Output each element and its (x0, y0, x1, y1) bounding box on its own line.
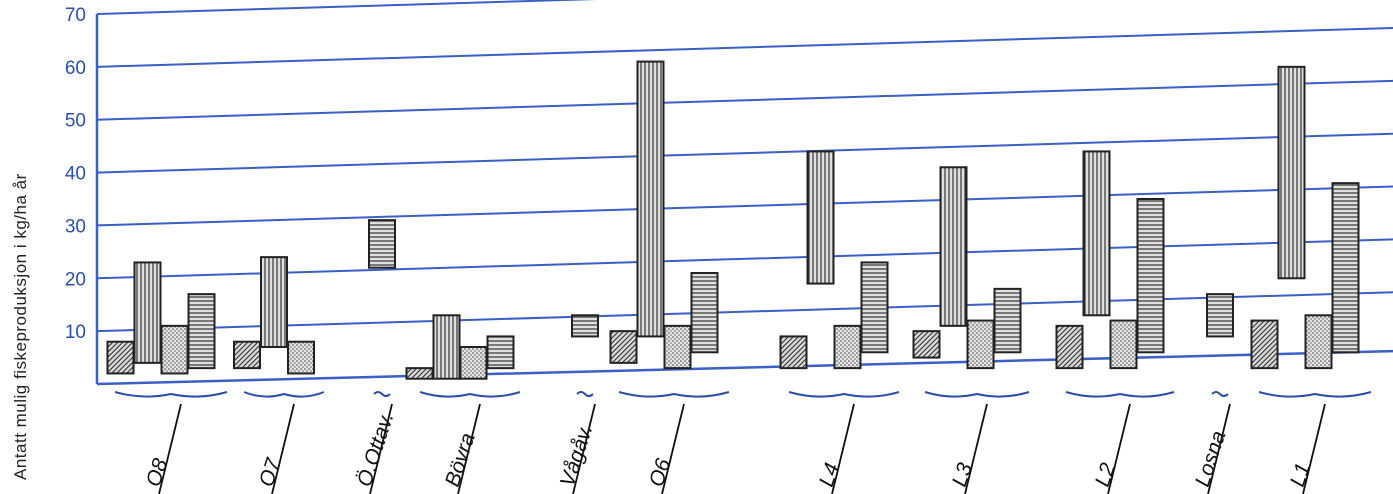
bar-dotted (160, 324, 189, 375)
bar-diagonal (233, 340, 261, 370)
group-brace (419, 391, 521, 398)
y-tick-labels: 10 20 30 40 50 60 70 (65, 5, 86, 343)
gridlines (96, 0, 1393, 386)
bar-horizontal (993, 287, 1022, 354)
group-brace (114, 391, 228, 398)
bar-vertical (1277, 65, 1306, 280)
gridline-20 (96, 238, 1393, 280)
bar-horizontal (486, 335, 515, 370)
group-tilde (373, 391, 391, 397)
bar-group-1 (233, 256, 315, 375)
bar-vertical (939, 166, 968, 327)
label-leader-line (831, 403, 855, 494)
bar-group-8 (1055, 150, 1165, 370)
gridline-40 (96, 132, 1393, 174)
y-tick-label: 60 (65, 58, 86, 79)
bar-horizontal (571, 314, 599, 338)
bar-dotted (1109, 319, 1138, 370)
group-brace (243, 391, 325, 398)
category-label: Losna (1191, 428, 1231, 490)
bars (106, 60, 1360, 380)
bar-diagonal (609, 330, 638, 364)
bar-horizontal (1206, 293, 1234, 338)
group-tilde (1211, 391, 1229, 397)
y-tick-label: 30 (65, 216, 86, 237)
label-leader-line (158, 403, 182, 494)
y-tick-label: 40 (65, 164, 86, 185)
bar-vertical (260, 256, 288, 348)
bar-horizontal (1136, 198, 1165, 354)
bar-group-9 (1206, 293, 1234, 338)
label-leader-line (661, 403, 685, 494)
y-tick-label: 50 (65, 111, 86, 132)
gridline-60 (96, 26, 1393, 68)
label-leader-line (1107, 403, 1131, 494)
group-brace (618, 391, 730, 398)
bar-diagonal (912, 330, 941, 359)
bar-vertical (636, 60, 665, 338)
label-leader-line (1302, 403, 1326, 494)
bar-group-3 (405, 314, 515, 380)
bar-vertical (1082, 150, 1111, 317)
bar-horizontal (187, 293, 216, 370)
bar-dotted (663, 324, 692, 370)
gridline-30 (96, 185, 1393, 227)
bar-horizontal (368, 219, 396, 269)
bar-horizontal (690, 272, 719, 354)
gridline-70 (96, 0, 598, 15)
category-label: Ö.Ottav. (353, 410, 399, 490)
gridline-10 (96, 291, 1393, 333)
category-labels: O8 O7 Ö.Ottav. Bövra Vågåv. O6 L4 L3 L2 Losna L1 (142, 403, 1326, 494)
category-label: Vågåv. (556, 422, 598, 490)
bar-vertical (432, 314, 461, 380)
category-label: Bövra (441, 430, 480, 489)
bar-dotted (287, 340, 315, 375)
bar-group-7 (912, 166, 1022, 370)
bar-group-5 (609, 60, 719, 370)
bar-group-10 (1250, 65, 1360, 370)
bar-dotted (459, 346, 488, 380)
gridline-50 (96, 79, 1393, 121)
bar-group-6 (779, 150, 889, 370)
bar-vertical (133, 261, 162, 364)
x-axis-line (96, 349, 1393, 386)
label-leader-line (572, 403, 596, 494)
group-brace (788, 391, 900, 398)
bar-dotted (966, 319, 995, 370)
group-brace (1065, 391, 1175, 398)
bar-group-0 (106, 261, 216, 375)
y-axis-label: Antatt mulig fiskeproduksjon i kg/ha år (11, 173, 30, 480)
bar-vertical (806, 150, 835, 285)
label-leader-line (964, 403, 988, 494)
group-tilde (576, 391, 594, 397)
bar-diagonal (106, 340, 135, 375)
y-tick-label: 10 (65, 322, 86, 343)
bar-group-2 (368, 219, 396, 269)
label-leader-line (457, 403, 481, 494)
group-braces (114, 391, 1372, 398)
group-brace (924, 391, 1030, 398)
y-tick-label: 70 (65, 5, 86, 26)
label-leader-line (1207, 403, 1231, 494)
label-leader-line (271, 403, 295, 494)
bar-dotted (833, 324, 862, 370)
bar-diagonal (405, 367, 434, 380)
bar-dotted (1304, 314, 1333, 370)
y-tick-label: 20 (65, 269, 86, 290)
bar-diagonal (1250, 319, 1279, 370)
group-brace (1258, 391, 1372, 398)
bar-group-4 (571, 314, 599, 338)
label-leader-line (369, 403, 393, 494)
bar-diagonal (779, 335, 808, 370)
bar-horizontal (1331, 182, 1360, 354)
bar-horizontal (860, 261, 889, 354)
bar-diagonal (1055, 324, 1084, 370)
